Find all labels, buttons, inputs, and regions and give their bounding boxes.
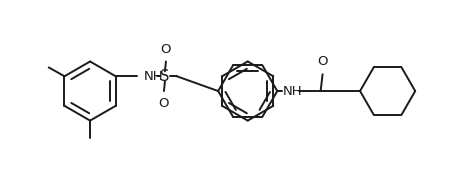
Text: O: O: [159, 97, 169, 110]
Text: NH: NH: [143, 70, 163, 83]
Text: S: S: [160, 69, 169, 84]
Text: O: O: [161, 42, 171, 56]
Text: O: O: [317, 55, 328, 68]
Text: NH: NH: [283, 85, 303, 98]
